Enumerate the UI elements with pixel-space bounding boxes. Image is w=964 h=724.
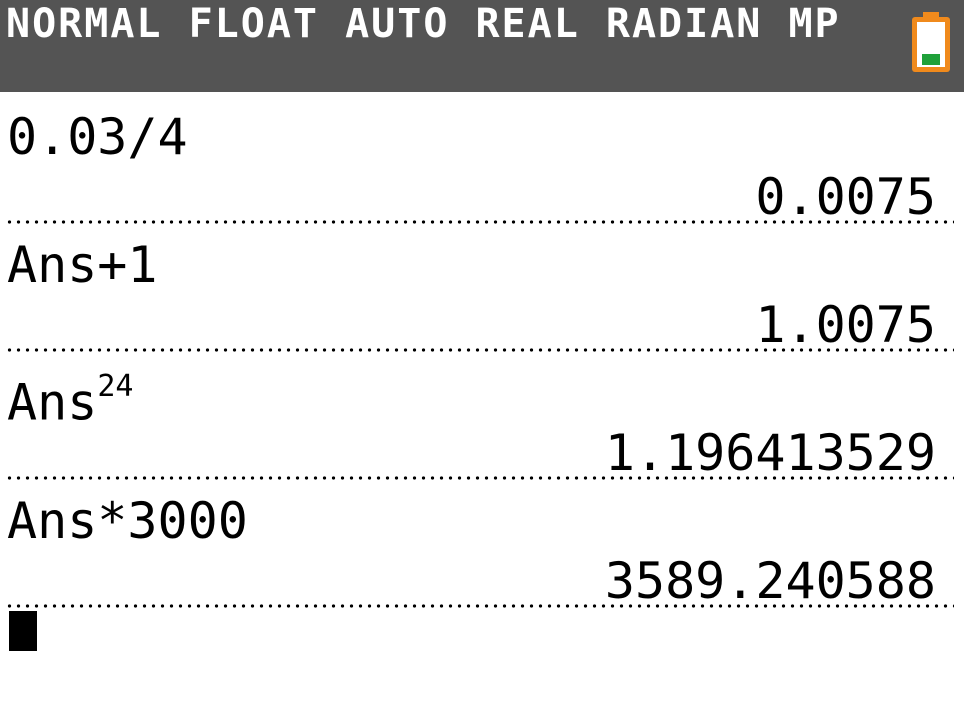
expression-base: Ans — [7, 373, 98, 432]
entry-divider — [5, 476, 954, 480]
block-cursor-icon[interactable] — [9, 611, 37, 651]
expression[interactable]: Ans*3000 — [7, 492, 248, 550]
expression[interactable]: 0.03/4 — [7, 108, 188, 166]
expression[interactable]: Ans24 — [7, 368, 133, 428]
mode-indicators: NORMAL FLOAT AUTO REAL RADIAN MP — [6, 1, 841, 47]
battery-icon — [910, 12, 952, 74]
history-entry: Ans*3000 3589.240588 — [0, 476, 964, 610]
status-bar: NORMAL FLOAT AUTO REAL RADIAN MP — [0, 0, 964, 92]
entry-divider — [5, 604, 954, 608]
result[interactable]: 3589.240588 — [604, 552, 936, 610]
result[interactable]: 1.0075 — [755, 296, 936, 354]
history-entry: Ans24 1.196413529 — [0, 348, 964, 482]
result[interactable]: 1.196413529 — [604, 424, 936, 482]
entry-divider — [5, 220, 954, 224]
home-screen-history: 0.03/4 0.0075 Ans+1 1.0075 Ans24 1.19641… — [0, 92, 964, 610]
history-entry: 0.03/4 0.0075 — [0, 92, 964, 226]
result[interactable]: 0.0075 — [755, 168, 936, 226]
exponent: 24 — [97, 369, 134, 404]
entry-divider — [5, 348, 954, 352]
expression[interactable]: Ans+1 — [7, 236, 158, 294]
history-entry: Ans+1 1.0075 — [0, 220, 964, 354]
